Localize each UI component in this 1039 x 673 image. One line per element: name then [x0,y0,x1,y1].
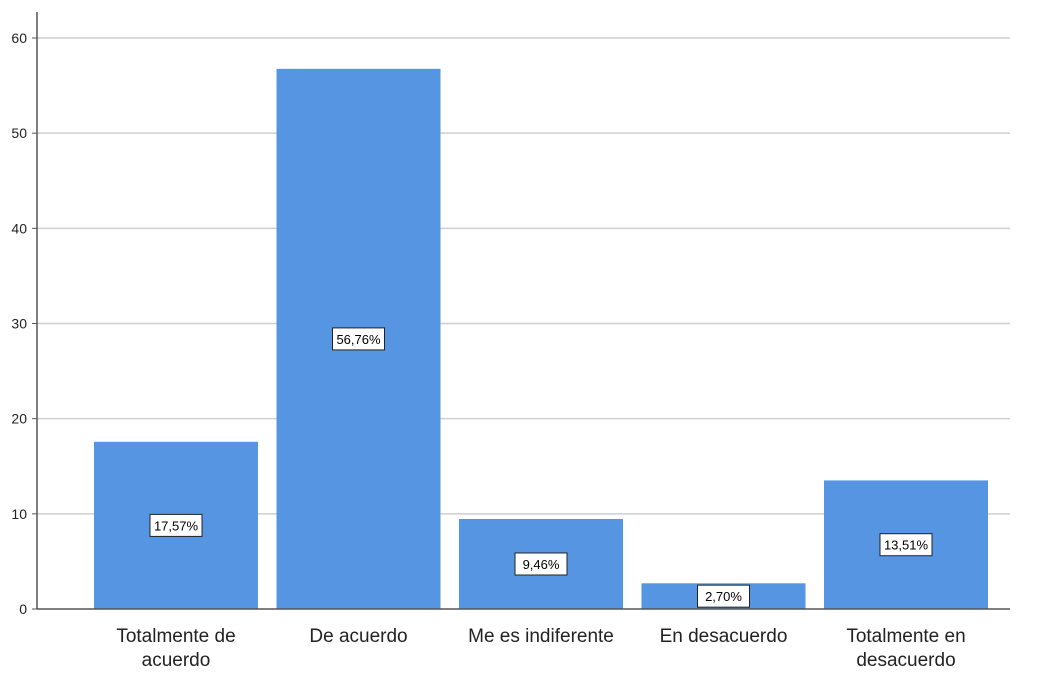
y-tick-labels: 0 10 20 30 40 50 60 [11,30,27,617]
data-label: 9,46% [523,557,560,572]
category-label: De acuerdo [309,626,407,647]
data-label-box [149,513,203,537]
data-label-box [514,552,568,576]
category-labels: Totalmente de acuerdo De acuerdo Me es indi… [116,626,965,671]
y-tick-label: 0 [19,601,27,617]
data-label: 2,70% [705,589,742,604]
category-label: Totalmente de [116,626,235,647]
data-label: 56,76% [336,332,381,347]
y-tick-label: 50 [11,125,27,141]
bars [94,68,988,610]
y-tick-label: 20 [11,411,27,427]
category-label: En desacuerdo [660,626,788,647]
y-tick-label: 40 [11,220,27,236]
category-label: Totalmente en [846,626,965,647]
data-label: 13,51% [884,538,929,553]
category-label: acuerdo [142,650,211,671]
axes [32,12,1010,610]
y-tick-label: 60 [11,30,27,46]
y-tick-label: 30 [11,316,27,332]
data-labels: 17,57% 56,76% 9,46% 2,70% 13,51% [149,327,933,608]
y-tick-label: 10 [11,506,27,522]
category-label: Me es indiferente [468,626,614,647]
category-label: desacuerdo [856,650,955,671]
data-label-box [697,584,750,608]
data-label: 17,57% [154,518,199,533]
data-label-box [879,533,933,557]
data-label-box [332,327,385,351]
